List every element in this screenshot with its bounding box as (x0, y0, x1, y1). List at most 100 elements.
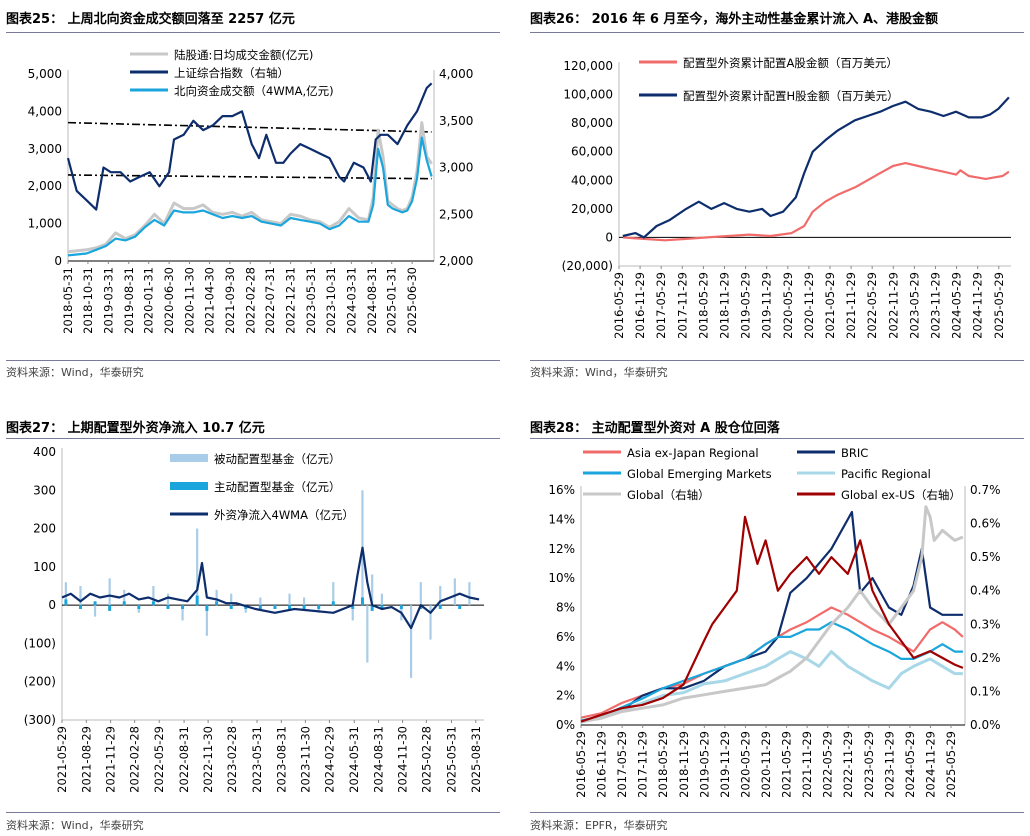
fig25-x-tick-label: 2025-01-31 (385, 267, 399, 334)
fig26-x-tick-label: 2018-05-29 (696, 272, 710, 339)
fig28-y2-tick-label: 0.7% (970, 483, 1001, 497)
fig27-x-tick-label: 2022-11-30 (201, 726, 215, 793)
fig28-series-line-3 (580, 650, 963, 724)
fig27-bar (351, 605, 354, 621)
fig27-bar (244, 605, 247, 613)
fig27-bar (137, 605, 141, 609)
fig25-chart: 0 1,000 2,000 3,000 4,000 5,000 2,000 2,500 3,00… (28, 48, 474, 334)
fig28-source-rule (530, 812, 1024, 813)
fig27-x-tick-label: 2021-08-29 (79, 726, 93, 793)
fig28-legend-label-0: Asia ex-Japan Regional (627, 446, 759, 460)
fig27-x-tick-label: 2024-02-29 (322, 726, 336, 793)
fig27-x-tick-label: 2021-11-29 (104, 726, 118, 793)
fig28-y-tick-label: 14% (548, 512, 575, 526)
fig27-y-tick-label: 200 (33, 522, 56, 536)
fig27-bar (438, 605, 442, 609)
fig27-chart: (300) (200) (100) 0 100 200 300 400 2021-05-29 20… (24, 445, 484, 793)
fig26-y-tick-label: 0 (605, 230, 613, 244)
fig27-x-tick-label: 2024-11-30 (396, 726, 410, 793)
fig27-bar (429, 605, 432, 640)
fig27-x-tick-label: 2024-08-31 (372, 726, 386, 793)
fig28-y2-tick-label: 0.0% (970, 718, 1001, 732)
fig25-x-tick-label: 2024-08-31 (365, 267, 379, 334)
fig27-source-rule (6, 812, 500, 813)
fig28-y2-tick-label: 0.4% (970, 584, 1001, 598)
fig27-bar (258, 605, 262, 609)
fig28-legend-label-1: BRIC (841, 446, 868, 460)
fig27-bar (205, 605, 209, 611)
fig27-bar (360, 597, 364, 606)
fig28-x-tick-label: 2021-11-29 (800, 731, 814, 798)
fig27-bar (380, 593, 384, 606)
fig27-x-tick-label: 2024-05-31 (347, 726, 361, 793)
fig27-bar (64, 599, 68, 606)
fig27-y-tick-label: 300 (33, 483, 56, 497)
fig27-bar (453, 578, 456, 606)
fig25-x-tick-label: 2024-03-31 (344, 267, 358, 334)
fig27-title-rule (6, 438, 500, 439)
fig26-x-tick-label: 2019-11-29 (760, 272, 774, 339)
fig28-series-line-5 (580, 515, 964, 723)
fig26-x-tick-label: 2017-05-29 (654, 272, 668, 339)
fig25-y-tick-label: 4,000 (28, 104, 62, 118)
fig26-title-rule (530, 32, 1024, 33)
fig28-x-tick-label: 2024-11-29 (923, 731, 937, 798)
fig28-series-line-1 (580, 510, 963, 722)
fig26-y-tick-label: 100,000 (563, 88, 613, 102)
fig27-bar (317, 605, 321, 609)
fig28-y2-tick-label: 0.6% (970, 517, 1001, 531)
fig27-bar (181, 605, 184, 621)
fig27-x-tick-label: 2025-08-31 (469, 726, 483, 793)
fig27-bar (196, 528, 199, 606)
fig26-x-tick-label: 2021-11-29 (844, 272, 858, 339)
fig25-x-tick-label: 2022-07-31 (263, 267, 277, 334)
fig25-x-tick-label: 2019-03-31 (101, 267, 115, 334)
fig25-source-rule (6, 360, 500, 361)
fig27-bar (108, 605, 112, 611)
fig27-bar (409, 605, 413, 678)
fig27-bar (166, 605, 170, 609)
fig27-y-tick-label: (300) (24, 713, 56, 727)
fig25-x-tick-label: 2021-04-30 (202, 267, 216, 334)
fig27-bar (181, 605, 185, 609)
fig25-x-tick-label: 2018-10-31 (81, 267, 95, 334)
fig28-title: 图表28： 主动配置型外资对 A 股仓位回落 (530, 421, 780, 436)
fig25-x-tick-label: 2020-06-30 (162, 267, 176, 334)
fig27-bar (458, 605, 462, 609)
fig28-x-tick-label: 2020-05-29 (738, 731, 752, 798)
fig26-title: 图表26： 2016 年 6 月至今，海外主动性基金累计流入 A、港股金额 (530, 12, 939, 27)
fig28-y-tick-label: 12% (548, 542, 575, 556)
fig26-y-tick-label: 20,000 (571, 202, 613, 216)
fig26-legend-label-1: 配置型外资累计配置H股金额（百万美元） (683, 89, 899, 103)
fig27-title: 图表27： 上期配置型外资净流入 10.7 亿元 (6, 421, 265, 436)
fig27-x-tick-label: 2023-05-31 (250, 726, 264, 793)
fig28-legend-label-2: Global Emerging Markets (627, 467, 772, 481)
fig25-series-line-2 (67, 136, 433, 257)
fig27-legend-swatch-0 (170, 454, 208, 462)
fig26-x-tick-label: 2022-05-29 (865, 272, 879, 339)
fig25-y-tick-label: 3,000 (28, 142, 62, 156)
fig27-bar (93, 605, 97, 617)
fig26-y-tick-label: 40,000 (571, 173, 613, 187)
fig28-y2-tick-label: 0.2% (970, 651, 1001, 665)
fig27-bar (303, 597, 306, 606)
fig27-bar (151, 601, 155, 606)
fig27-legend-label-0: 被动配置型基金（亿元） (214, 452, 341, 466)
fig27-bar (123, 589, 126, 606)
fig28-y-tick-label: 16% (548, 483, 575, 497)
fig27-legend-label-2: 外资净流入4WMA（亿元） (214, 508, 354, 522)
fig28-x-tick-label: 2018-11-29 (677, 731, 691, 798)
fig27-bar (152, 586, 155, 606)
fig28-x-tick-label: 2022-11-29 (841, 731, 855, 798)
fig26-series-line-0 (622, 162, 1010, 242)
fig26-x-tick-label: 2017-11-29 (675, 272, 689, 339)
fig27-bar (332, 582, 335, 606)
fig28-x-tick-label: 2019-11-29 (718, 731, 732, 798)
fig27-bar (371, 574, 374, 606)
fig27-x-tick-label: 2021-05-29 (55, 726, 69, 793)
fig25-x-tick-label: 2021-09-30 (223, 267, 237, 334)
fig25-y2-tick-label: 3,500 (439, 114, 473, 128)
fig27-x-tick-label: 2023-11-30 (298, 726, 312, 793)
fig27-bar (366, 605, 369, 663)
fig25-x-tick-label: 2018-05-31 (61, 267, 75, 334)
